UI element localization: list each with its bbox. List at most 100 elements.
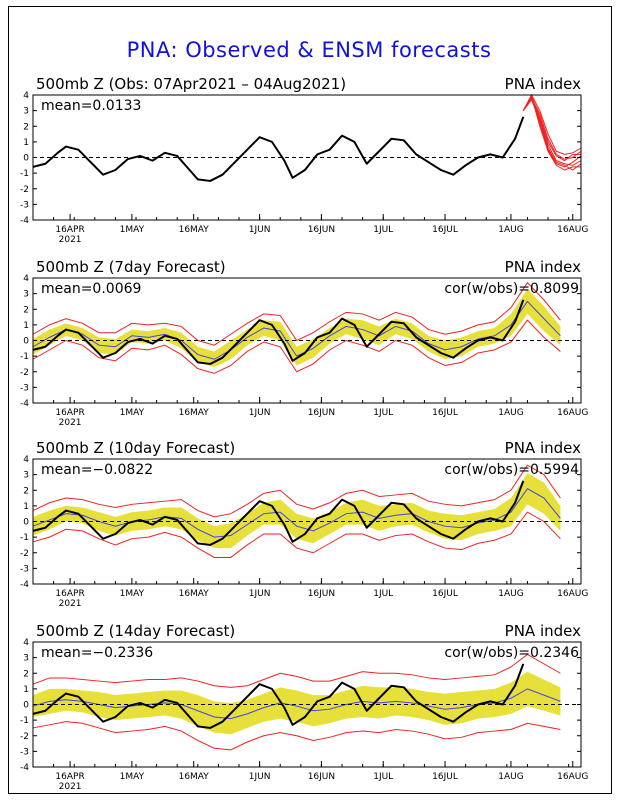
- spread-band: [33, 288, 561, 368]
- panel-1: 500mb Z (Obs: 07Apr2021 – 04Aug2021) PNA …: [20, 75, 588, 245]
- observed-line: [32, 299, 525, 365]
- observed-line: [32, 116, 525, 182]
- x-tick-label: 16APR: [55, 589, 84, 599]
- panel-3: 500mb Z (10day Forecast) PNA index 4 3 2 1 0 -1…: [20, 439, 588, 609]
- y-tick-label: -1: [20, 716, 29, 726]
- y-tick-label: 2: [23, 122, 29, 132]
- x-tick-label: 16AUG: [557, 225, 588, 235]
- x-tick-label: 16AUG: [557, 408, 588, 418]
- member-forecast-line: [522, 93, 582, 155]
- observed-line: [32, 663, 525, 729]
- envelope-lower-line: [32, 721, 561, 751]
- y-tick-label: -1: [20, 352, 29, 362]
- x-tick-label: 1JUL: [373, 225, 393, 235]
- envelope-lower-line: [32, 319, 561, 374]
- x-tick-label: 16MAY: [179, 408, 210, 418]
- y-tick-label: 0: [23, 337, 29, 347]
- spread-band: [33, 671, 561, 735]
- y-tick-label: -3: [20, 383, 29, 393]
- x-tick-label: 1AUG: [498, 408, 523, 418]
- main-title: PNA: Observed & ENSM forecasts: [126, 38, 492, 62]
- y-tick-label: 1: [23, 502, 29, 512]
- ensemble-mean-line: [32, 300, 561, 360]
- x-tick-label: 16MAY: [179, 772, 210, 782]
- x-tick-year-label: 2021: [59, 782, 82, 792]
- x-tick-label: 1AUG: [498, 225, 523, 235]
- envelope-lower-line: [32, 511, 561, 558]
- x-tick-label: 1AUG: [498, 772, 523, 782]
- y-tick-label: 4: [23, 91, 29, 101]
- y-tick-label: 3: [23, 654, 29, 664]
- y-tick-label: 0: [23, 154, 29, 164]
- x-tick-label: 1MAY: [120, 408, 145, 418]
- mean-label: mean=−0.0822: [41, 462, 153, 478]
- y-tick-label: 4: [23, 274, 29, 284]
- correlation-label: cor(w/obs)=0.8099: [444, 281, 579, 297]
- x-tick-label: 16MAY: [179, 225, 210, 235]
- correlation-label: cor(w/obs)=0.5994: [444, 462, 579, 478]
- x-tick-label: 16JUN: [308, 408, 335, 418]
- x-tick-label: 1JUL: [373, 772, 393, 782]
- panel-index-label: PNA index: [505, 439, 581, 457]
- y-tick-label: -3: [20, 747, 29, 757]
- y-tick-label: 3: [23, 290, 29, 300]
- panel-title: 500mb Z (14day Forecast): [36, 622, 235, 640]
- mean-label: mean=−0.2336: [41, 645, 153, 661]
- member-forecast-line: [522, 98, 582, 171]
- x-tick-label: 16MAY: [179, 589, 210, 599]
- y-tick-label: 4: [23, 455, 29, 465]
- x-tick-label: 16JUN: [308, 772, 335, 782]
- panel-index-label: PNA index: [505, 622, 581, 640]
- y-tick-label: -2: [20, 549, 29, 559]
- x-tick-label: 16JUL: [432, 772, 458, 782]
- panel-4: 500mb Z (14day Forecast) PNA index 4 3 2 1 0 -1…: [20, 622, 588, 792]
- y-tick-label: 0: [23, 518, 29, 528]
- mean-label: mean=0.0069: [41, 281, 141, 297]
- y-tick-label: -4: [20, 399, 29, 409]
- x-tick-label: 1JUN: [249, 225, 271, 235]
- panel-2: 500mb Z (7day Forecast) PNA index 4 3 2 1 0 -1 -…: [20, 258, 588, 428]
- y-tick-label: 4: [23, 638, 29, 648]
- x-tick-label: 1JUN: [249, 589, 271, 599]
- x-tick-label: 16AUG: [557, 589, 588, 599]
- y-tick-label: -2: [20, 732, 29, 742]
- y-tick-label: 3: [23, 471, 29, 481]
- member-forecast-line: [522, 95, 581, 171]
- x-tick-label: 1MAY: [120, 589, 145, 599]
- y-tick-label: 3: [23, 107, 29, 117]
- y-tick-label: -2: [20, 185, 29, 195]
- x-tick-label: 16JUN: [308, 225, 335, 235]
- x-tick-label: 16JUL: [432, 408, 458, 418]
- mean-label: mean=0.0133: [41, 98, 141, 114]
- y-tick-label: -4: [20, 216, 29, 226]
- x-tick-label: 16JUN: [308, 589, 335, 599]
- y-tick-label: -1: [20, 533, 29, 543]
- x-tick-year-label: 2021: [59, 599, 82, 609]
- x-tick-year-label: 2021: [59, 235, 82, 245]
- x-tick-year-label: 2021: [59, 418, 82, 428]
- y-tick-label: 2: [23, 669, 29, 679]
- spread-band: [33, 473, 561, 549]
- y-tick-label: 2: [23, 486, 29, 496]
- ensemble-mean-line: [32, 688, 561, 720]
- y-tick-label: 1: [23, 138, 29, 148]
- x-tick-label: 16JUL: [432, 225, 458, 235]
- x-tick-label: 1MAY: [120, 225, 145, 235]
- member-forecast-line: [522, 97, 582, 160]
- x-tick-label: 16JUL: [432, 589, 458, 599]
- y-tick-label: -3: [20, 564, 29, 574]
- x-tick-label: 1JUN: [249, 772, 271, 782]
- envelope-upper-line: [32, 281, 561, 346]
- panel-index-label: PNA index: [505, 75, 581, 93]
- y-tick-label: 1: [23, 321, 29, 331]
- y-tick-label: -1: [20, 169, 29, 179]
- panel-title: 500mb Z (10day Forecast): [36, 439, 235, 457]
- y-tick-label: -3: [20, 200, 29, 210]
- observed-line: [32, 480, 525, 546]
- y-tick-label: 2: [23, 305, 29, 315]
- panel-index-label: PNA index: [505, 258, 581, 276]
- x-tick-label: 1JUL: [373, 589, 393, 599]
- x-tick-label: 1AUG: [498, 589, 523, 599]
- y-tick-label: 1: [23, 685, 29, 695]
